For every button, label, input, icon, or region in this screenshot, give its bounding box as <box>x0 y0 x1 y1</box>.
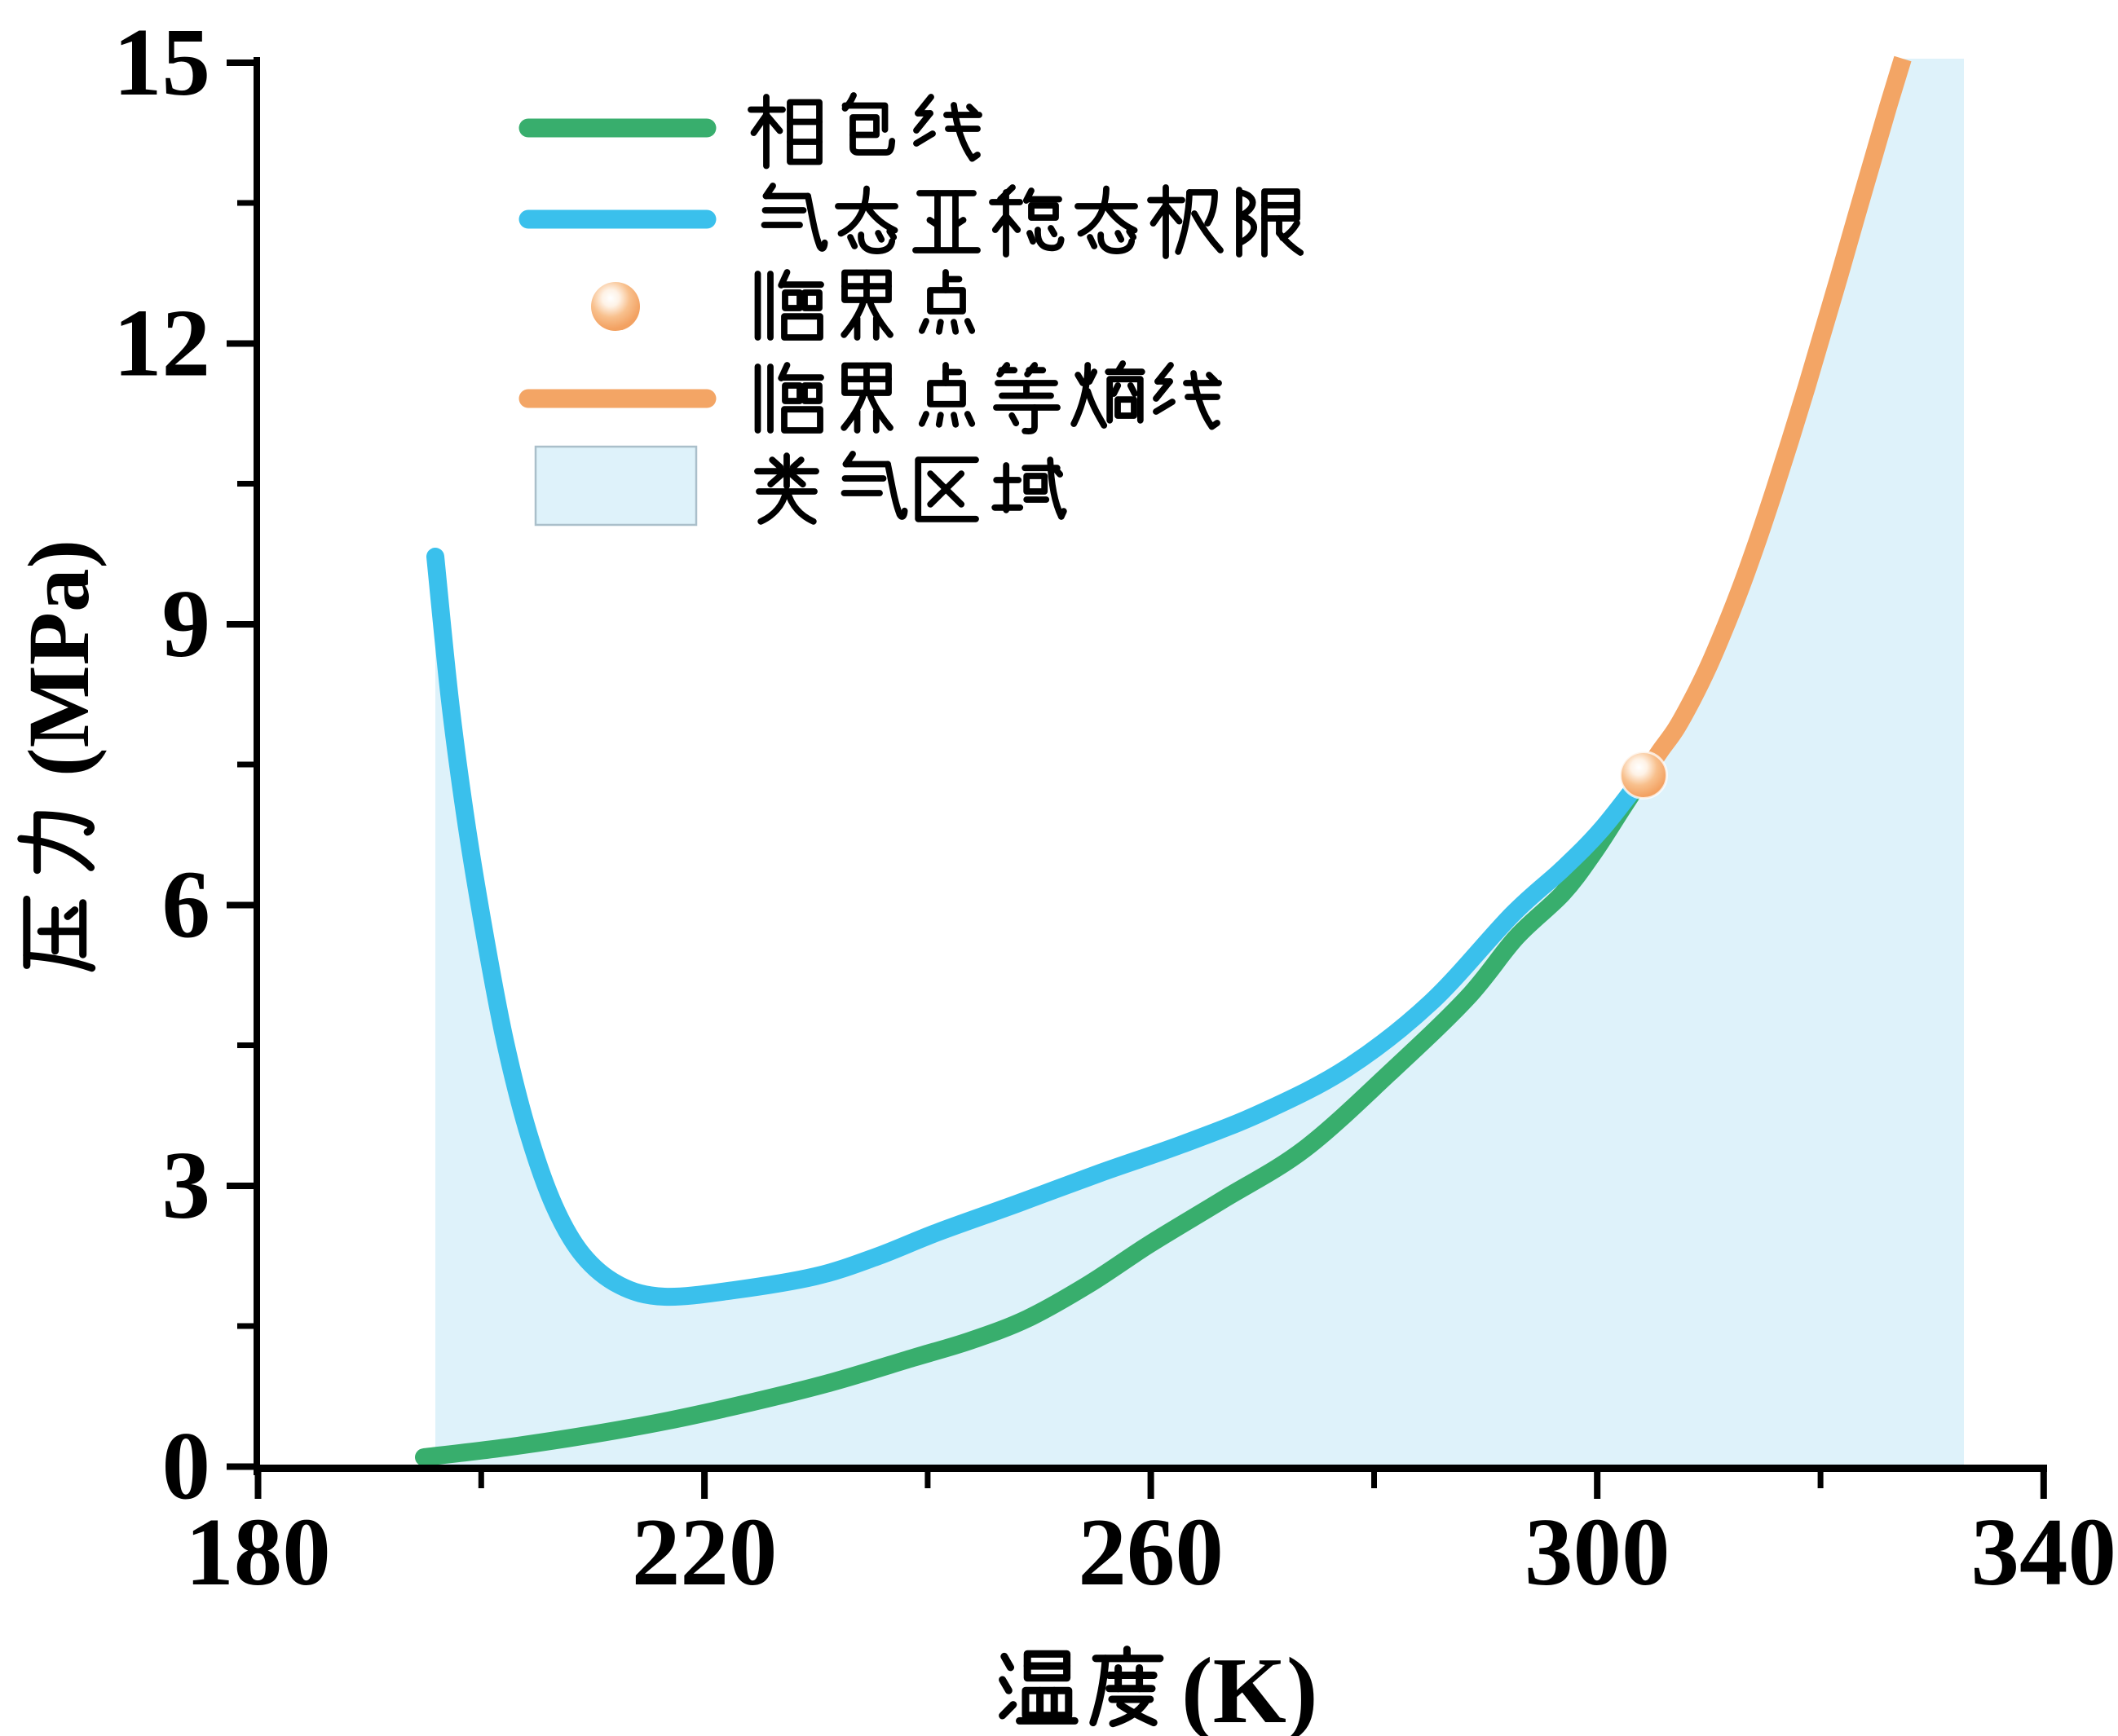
svg-text:260: 260 <box>1078 1498 1224 1606</box>
svg-text:300: 300 <box>1525 1498 1670 1606</box>
svg-text:12: 12 <box>113 289 210 397</box>
svg-text:0: 0 <box>162 1412 211 1520</box>
svg-text:(K): (K) <box>1181 1639 1318 1736</box>
svg-text:3: 3 <box>162 1131 211 1239</box>
svg-text:6: 6 <box>162 851 211 958</box>
svg-text:340: 340 <box>1971 1498 2117 1606</box>
svg-text:15: 15 <box>113 8 210 116</box>
svg-text:9: 9 <box>162 570 211 677</box>
svg-text:220: 220 <box>632 1498 778 1606</box>
svg-text:180: 180 <box>185 1498 331 1606</box>
svg-text:(MPa): (MPa) <box>11 540 108 777</box>
